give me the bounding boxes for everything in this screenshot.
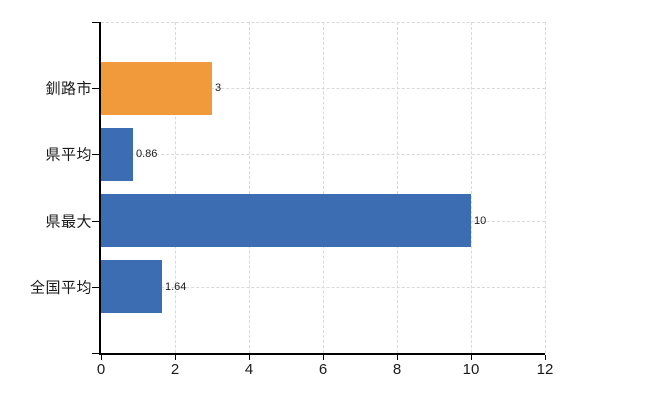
category-label: 県平均	[45, 146, 92, 164]
category-label: 全国平均	[29, 279, 92, 297]
x-tick-label: 12	[536, 361, 554, 378]
x-axis-tick	[249, 355, 250, 360]
y-axis-line	[99, 22, 101, 355]
bar-value-label: 1.64	[165, 281, 187, 293]
x-tick-label: 4	[244, 361, 254, 378]
gridline-vertical	[323, 22, 324, 353]
gridline-vertical	[471, 22, 472, 353]
category-label: 県最大	[45, 213, 92, 231]
gridline-vertical	[397, 22, 398, 353]
x-tick-label: 10	[462, 361, 480, 378]
x-axis-tick	[397, 355, 398, 360]
bar-value-label: 0.86	[136, 148, 158, 160]
bar	[101, 62, 212, 115]
y-axis-tick	[92, 287, 99, 288]
gridline-vertical	[175, 22, 176, 353]
y-axis-tick	[92, 88, 99, 89]
x-tick-label: 8	[392, 361, 402, 378]
y-axis-tick	[92, 154, 99, 155]
x-tick-label: 6	[318, 361, 328, 378]
x-axis-tick	[323, 355, 324, 360]
y-axis-tick	[92, 353, 99, 354]
x-tick-label: 2	[170, 361, 180, 378]
y-axis-tick	[92, 221, 99, 222]
x-tick-label: 0	[96, 361, 106, 378]
gridline-vertical	[545, 22, 546, 353]
x-axis-tick	[545, 355, 546, 360]
x-axis-line	[99, 353, 545, 355]
gridline-vertical	[249, 22, 250, 353]
category-label: 釧路市	[45, 80, 92, 98]
bar-value-label: 3	[215, 82, 222, 94]
x-axis-tick	[471, 355, 472, 360]
x-axis-tick	[175, 355, 176, 360]
bar	[101, 260, 162, 313]
y-axis-tick	[92, 22, 99, 23]
bar	[101, 194, 471, 247]
x-axis-tick	[101, 355, 102, 360]
bar-value-label: 10	[474, 215, 487, 227]
bar	[101, 128, 133, 181]
